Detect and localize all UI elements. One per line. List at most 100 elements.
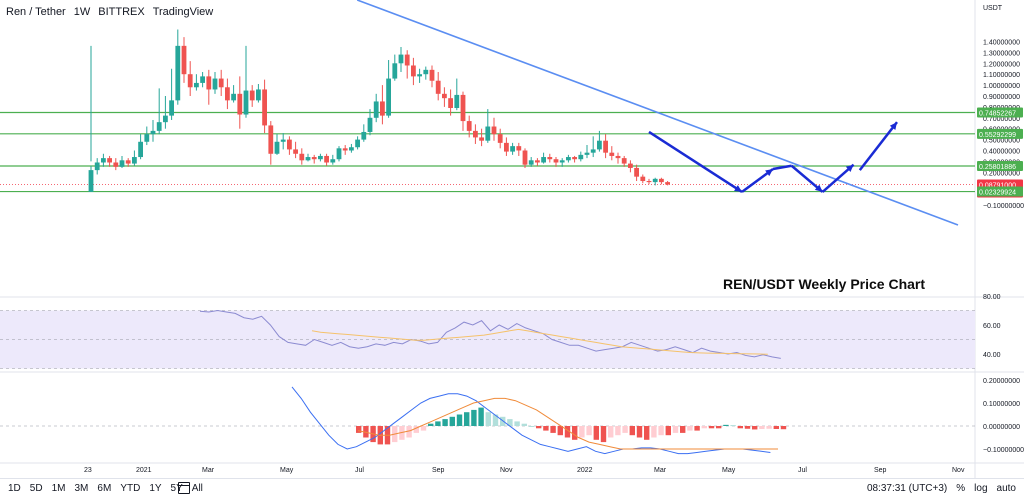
macd-histogram-bar [651,426,657,438]
macd-tick-label: −0.10000000 [983,447,1024,454]
y-tick-label: 0.50000000 [983,138,1020,145]
rsi-tick-label: 60.00 [983,323,1001,330]
timeframe-ytd[interactable]: YTD [120,483,141,494]
candle-body [287,139,292,150]
candle-body [367,117,373,132]
candle-body [94,162,100,171]
timeframe-1y[interactable]: 1Y [149,483,162,494]
macd-histogram-bar [622,426,628,433]
macd-histogram-bar [672,426,679,433]
x-tick-label: Mar [202,467,215,474]
x-tick-label: Sep [874,467,887,474]
candle-body [460,94,466,122]
macd-line [291,386,771,455]
macd-histogram-bar [478,407,484,426]
candle-body [634,167,639,177]
candle-body [640,176,646,182]
x-tick-label: 23 [84,467,92,474]
candle-body [609,152,615,156]
candle-body [194,82,199,88]
macd-histogram-bar [759,426,765,429]
candle-body [597,140,602,150]
candle-body [318,155,323,160]
candle-body [665,182,670,185]
x-tick-label: Jul [798,467,807,474]
macd-histogram-bar [737,426,743,429]
macd-histogram-bar [780,426,787,430]
x-tick-label: Mar [654,467,667,474]
candle-body [268,125,274,154]
exchange-label: BITTREX [98,6,145,18]
candle-body [231,93,236,101]
timeframe-6m[interactable]: 6M [97,483,112,494]
candle-body [392,63,398,79]
price-label-box [977,128,1023,139]
price-label-value: 0.25801886 [979,164,1016,171]
candle-body [169,100,174,116]
arrow-head [845,164,854,173]
calendar-icon[interactable] [178,482,190,494]
interval-label[interactable]: 1W [73,6,91,18]
macd-histogram-bar [572,426,578,440]
candle-body [305,157,311,161]
y-tick-label: 1.10000000 [983,72,1020,79]
candle-body [485,126,491,141]
macd-histogram-bar [694,426,700,431]
candle-body [646,181,652,183]
candle-body [373,101,379,118]
timeframe-1m[interactable]: 1M [51,483,66,494]
auto-scale-button[interactable]: auto [996,483,1016,494]
trendline [356,0,959,226]
percent-scale-button[interactable]: % [956,483,966,494]
macd-histogram-bar [752,426,758,430]
price-label-value: 0.55292299 [979,132,1016,139]
timeframe-1d[interactable]: 1D [8,483,21,494]
macd-histogram-bar [665,426,671,436]
macd-histogram-bar [550,426,556,433]
candle-body [479,137,484,141]
macd-histogram-bar [557,426,563,436]
timeframe-5y[interactable]: 5Y [170,483,183,494]
macd-histogram-bar [500,416,506,426]
x-tick-label: May [722,467,736,474]
timeframe-all[interactable]: All [191,483,203,494]
candle-body [454,94,460,108]
candle-body [603,140,608,153]
candle-body [330,159,336,163]
candle-body [107,158,112,163]
macd-histogram-bar [644,426,650,440]
macd-histogram-bar [723,424,729,426]
macd-signal-line [357,397,778,450]
candle-body [466,121,472,131]
candle-body [578,154,584,160]
arrow-head [814,184,823,192]
timeframe-5d[interactable]: 5D [29,483,43,494]
candle-body [386,78,391,116]
timeframe-3m[interactable]: 3M [74,483,89,494]
macd-histogram-bar [636,426,643,438]
candle-body [621,158,627,164]
y-tick-label: 0.20000000 [983,170,1020,177]
macd-histogram-bar [485,412,491,426]
y-tick-label: 0.70000000 [983,116,1020,123]
macd-histogram-bar [773,426,779,429]
candle-body [442,93,447,99]
candle-body [448,98,453,108]
candle-body [652,178,658,183]
candle-body [119,160,125,167]
scale-options: 08:37:31 (UTC+3) % log auto [867,483,1016,494]
x-tick-label: 2021 [136,467,152,474]
price-label-box [977,186,1023,197]
x-tick-label: May [280,467,294,474]
y-tick-label: 1.20000000 [983,61,1020,68]
rsi-line [199,309,781,359]
candle-body [572,157,577,160]
currency-label: USDT [983,5,1003,12]
macd-histogram-bar [528,426,535,427]
chart-caption: REN/USDT Weekly Price Chart [723,276,926,292]
candle-body [342,148,348,151]
log-scale-button[interactable]: log [974,483,988,494]
brand-label: TradingView [152,6,214,18]
price-label-value: 0.08791000 [979,183,1016,190]
